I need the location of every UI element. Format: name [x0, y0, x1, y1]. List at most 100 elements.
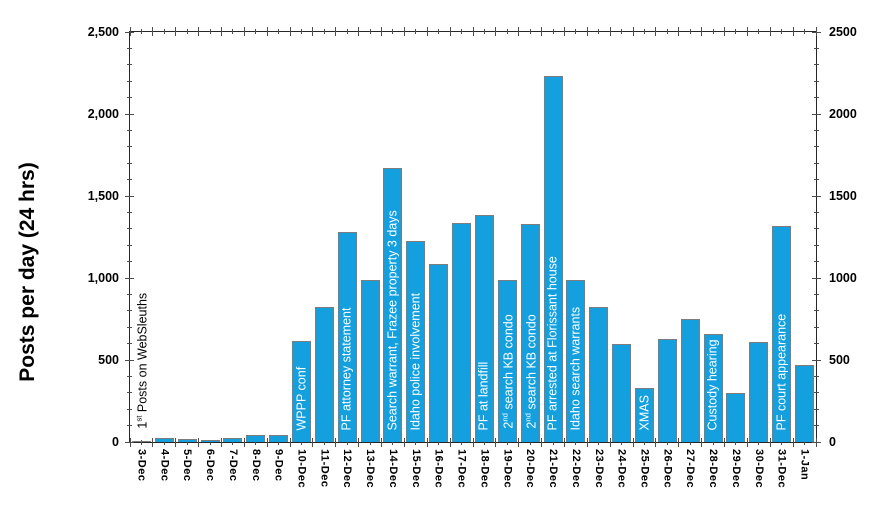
x-tick-label: 11-Dec	[318, 449, 331, 488]
bar	[223, 438, 243, 442]
x-minor-tick-bottom	[301, 440, 302, 445]
x-tick-label: 7-Dec	[226, 449, 239, 482]
x-major-tick-top	[220, 27, 222, 36]
x-minor-tick-bottom	[666, 440, 668, 445]
x-minor-tick-top	[323, 29, 325, 34]
y-major-tick	[812, 31, 821, 33]
x-major-tick-bottom	[472, 438, 474, 447]
y-minor-tick	[127, 392, 132, 394]
bar: PF arrested at Florissant house	[543, 76, 563, 442]
x-major-tick-bottom	[746, 438, 748, 447]
bar: 2nd search KB condo	[520, 223, 540, 442]
bar: PF court appearance	[772, 225, 792, 442]
x-major-tick-bottom	[541, 438, 543, 447]
y-minor-tick	[127, 261, 132, 263]
y-major-tick	[812, 277, 821, 279]
y-minor-tick	[814, 343, 819, 345]
bar: WPPP conf	[292, 341, 311, 442]
x-major-tick-top	[769, 27, 771, 36]
x-minor-tick-bottom	[392, 440, 394, 445]
bar	[429, 264, 449, 442]
x-major-tick-top	[609, 27, 611, 36]
x-major-tick-top	[335, 27, 337, 36]
x-major-tick-top	[175, 27, 177, 36]
bar-annotation: Idaho search warrants	[568, 306, 583, 431]
x-minor-tick-bottom	[255, 440, 257, 445]
y-minor-tick	[814, 64, 819, 66]
x-minor-tick-bottom	[758, 440, 760, 445]
y-minor-tick	[814, 146, 819, 148]
bar: Custody hearing	[703, 333, 723, 442]
x-tick-label: 31-Dec	[775, 449, 788, 489]
x-minor-tick-top	[506, 29, 508, 34]
x-major-tick-bottom	[358, 438, 360, 447]
x-minor-tick-bottom	[163, 440, 165, 445]
y-tick-label-left: 2,500	[87, 25, 119, 39]
y-minor-tick	[127, 64, 132, 66]
x-minor-tick-top	[552, 29, 554, 34]
y-minor-tick	[127, 162, 132, 164]
x-minor-tick-top	[278, 29, 280, 34]
x-major-tick-top	[426, 27, 428, 36]
bar: 1st Posts on WebSleuths	[131, 293, 151, 442]
y-tick-label-left: 0	[112, 435, 119, 449]
x-minor-tick-bottom	[689, 440, 691, 445]
y-minor-tick	[814, 261, 819, 263]
x-major-tick-top	[243, 27, 245, 36]
x-tick-label: 30-Dec	[752, 449, 765, 489]
bar	[657, 338, 677, 442]
y-tick-label-right: 2000	[829, 107, 857, 121]
y-minor-tick	[814, 80, 819, 82]
x-tick-label: 25-Dec	[638, 449, 651, 489]
x-tick-label: 13-Dec	[364, 449, 377, 489]
bar	[154, 437, 174, 442]
y-major-tick	[125, 359, 134, 361]
y-tick-label-left: 500	[98, 353, 119, 367]
x-major-tick-top	[312, 27, 314, 36]
x-tick-label: 27-Dec	[684, 449, 697, 489]
y-major-tick	[812, 359, 821, 361]
y-minor-tick	[127, 80, 132, 82]
x-minor-tick-top	[529, 29, 531, 34]
bar	[360, 280, 380, 442]
x-major-tick-top	[541, 27, 543, 36]
x-major-tick-top	[746, 27, 748, 36]
x-minor-tick-top	[758, 29, 760, 34]
x-major-tick-top	[495, 27, 497, 36]
x-major-tick-bottom	[403, 438, 405, 447]
bar	[200, 439, 220, 442]
y-minor-tick	[127, 97, 132, 99]
x-minor-tick-bottom	[438, 440, 440, 445]
x-minor-tick-bottom	[506, 440, 508, 445]
bar-annotation: 2nd search KB condo	[523, 314, 539, 429]
x-tick-label: 24-Dec	[615, 449, 628, 489]
bar-annotation: Idaho police involvement	[408, 292, 423, 431]
x-major-tick-bottom	[266, 438, 268, 447]
x-tick-label: 23-Dec	[592, 449, 605, 489]
y-minor-tick	[127, 343, 132, 345]
x-tick-label: 4-Dec	[158, 449, 171, 482]
x-minor-tick-bottom	[278, 440, 280, 445]
x-tick-label: 29-Dec	[729, 449, 742, 489]
y-minor-tick	[127, 129, 132, 131]
x-major-tick-top	[701, 27, 703, 36]
x-major-tick-top	[381, 27, 383, 36]
x-minor-tick-top	[644, 29, 645, 34]
y-minor-tick	[814, 162, 819, 164]
x-major-tick-top	[152, 27, 154, 36]
y-tick-label-right: 500	[829, 353, 850, 367]
y-minor-tick	[127, 293, 132, 295]
x-minor-tick-top	[575, 29, 577, 34]
x-minor-tick-top	[392, 29, 394, 34]
x-minor-tick-bottom	[140, 440, 142, 445]
x-minor-tick-top	[301, 29, 302, 34]
x-tick-label: 19-Dec	[501, 449, 514, 489]
x-major-tick-bottom	[426, 438, 428, 447]
y-major-tick	[125, 113, 134, 115]
y-minor-tick	[814, 211, 819, 213]
x-major-tick-bottom	[198, 438, 200, 447]
x-major-tick-bottom	[632, 438, 634, 447]
y-minor-tick	[814, 375, 819, 377]
bar-annotation: Search warrant, Frazee property 3 days	[385, 210, 400, 431]
bar: PF at landfill	[474, 214, 494, 442]
